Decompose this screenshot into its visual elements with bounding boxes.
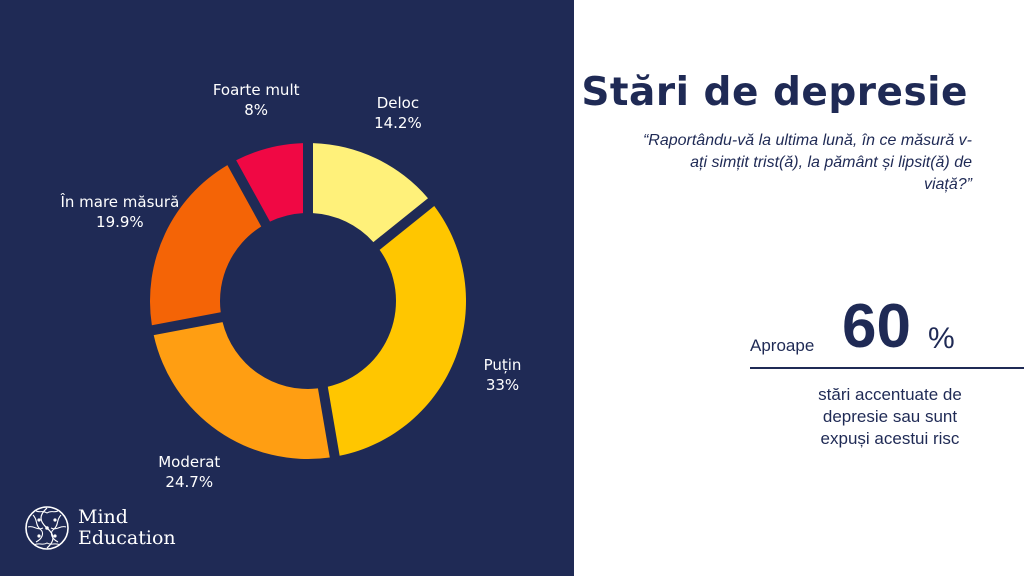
stat-divider <box>750 367 1024 369</box>
stat-description-line: depresie sau sunt <box>822 407 958 426</box>
slice-label-value: 14.2% <box>374 114 422 133</box>
slice-label-name: Puțin <box>483 355 522 374</box>
logo-line-2: Education <box>78 527 176 549</box>
slice-label: Moderat 24.7% <box>158 452 220 492</box>
donut-slice-3 <box>150 165 262 326</box>
stat-value: 60 <box>842 292 911 361</box>
mind-education-logo: Mind Education <box>24 505 176 551</box>
slice-label-value: 33% <box>485 375 520 394</box>
stat-description-line: stări accentuate de <box>818 385 962 404</box>
donut-slice-0 <box>312 143 428 243</box>
slice-label-name: În mare măsură <box>60 193 180 212</box>
headline-stat: Aproape 60 % <box>750 292 1024 372</box>
slice-label-value: 24.7% <box>165 472 214 491</box>
stat-unit: % <box>928 322 955 355</box>
stat-description-line: expuși acestui risc <box>820 429 960 448</box>
donut-slice-2 <box>153 322 330 459</box>
survey-question: “Raportându-vă la ultima lună, în ce măs… <box>642 132 972 193</box>
slice-label: Puțin 33% <box>484 355 522 395</box>
logo-text: Mind Education <box>78 507 176 549</box>
donut-chart <box>150 143 466 459</box>
slice-label-name: Moderat <box>158 452 221 471</box>
brain-logo-icon <box>25 506 69 550</box>
logo-line-1: Mind <box>78 506 128 528</box>
slice-label-name: Foarte mult <box>212 80 300 99</box>
slice-label-name: Deloc <box>376 94 420 113</box>
slice-label: Deloc 14.2% <box>374 93 422 133</box>
slice-label-value: 8% <box>244 100 269 119</box>
stat-description: stări accentuate de depresie sau sunt ex… <box>790 384 990 450</box>
slice-label: În mare măsură 19.9% <box>60 192 179 232</box>
donut-slice-4 <box>236 143 304 222</box>
stat-prefix: Aproape <box>750 336 815 355</box>
page-title: Stări de depresie <box>581 70 968 115</box>
slice-label-value: 19.9% <box>96 213 144 232</box>
chart-panel: Deloc 14.2% Puțin 33% Moderat 24.7% În mare mă… <box>0 0 574 576</box>
donut-slice-1 <box>327 205 466 456</box>
slice-label: Foarte mult 8% <box>213 80 300 120</box>
